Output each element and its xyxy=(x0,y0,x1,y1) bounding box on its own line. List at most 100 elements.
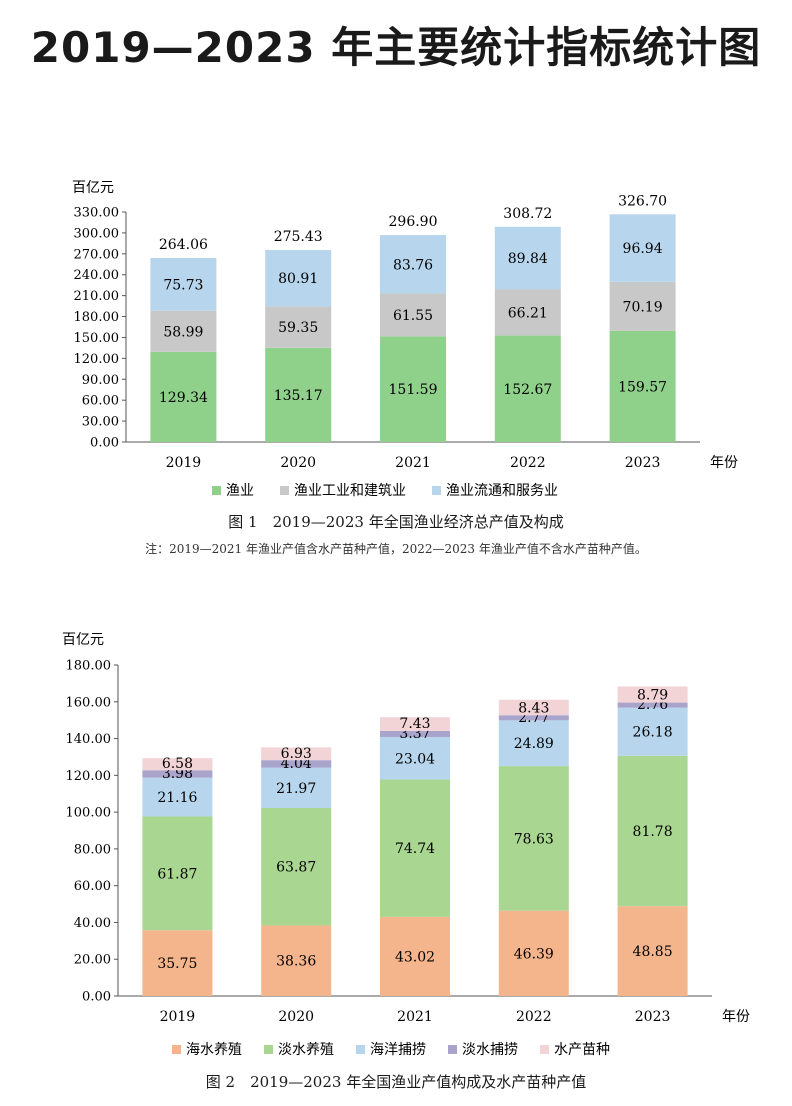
data-label: 66.21 xyxy=(508,306,548,322)
data-label: 21.16 xyxy=(157,790,197,806)
data-label: 135.17 xyxy=(274,388,323,404)
bar-segment xyxy=(617,707,688,756)
bar-segment xyxy=(380,737,450,780)
data-label: 80.91 xyxy=(278,271,318,287)
chart-1-caption: 图 1 2019—2023 年全国渔业经济总产值及构成 xyxy=(228,513,564,531)
data-label: 46.39 xyxy=(514,946,554,962)
x-tick-label: 2020 xyxy=(278,1009,314,1025)
y-tick-label: 60.00 xyxy=(74,879,111,894)
legend-label: 海水养殖 xyxy=(186,1041,242,1058)
legend-swatch xyxy=(356,1045,365,1054)
total-label: 296.90 xyxy=(389,214,438,230)
bar-segment xyxy=(380,916,450,996)
bar-segment xyxy=(380,779,450,917)
bar-segment xyxy=(617,702,688,708)
bar-segment xyxy=(150,310,217,352)
bar-segment xyxy=(617,686,688,703)
y-tick-label: 80.00 xyxy=(74,842,111,857)
y-tick-label: 40.00 xyxy=(74,916,111,931)
y-tick-label: 0.00 xyxy=(90,436,119,451)
bar-segment xyxy=(261,808,332,926)
legend-swatch xyxy=(540,1045,549,1054)
y-tick-label: 120.00 xyxy=(66,769,112,784)
bar-segment xyxy=(265,347,332,442)
data-label: 35.75 xyxy=(157,956,197,972)
y-tick-label: 270.00 xyxy=(74,247,120,262)
bar-segment xyxy=(609,214,676,282)
data-label: 152.67 xyxy=(503,382,552,398)
y-tick-label: 150.00 xyxy=(74,331,120,346)
y-tick-label: 210.00 xyxy=(74,289,120,304)
legend-label: 渔业流通和服务业 xyxy=(446,483,558,499)
y-tick-label: 330.00 xyxy=(74,206,120,221)
legend-label: 淡水捕捞 xyxy=(462,1042,518,1058)
bar-segment xyxy=(498,766,569,911)
x-tick-label: 2022 xyxy=(510,455,546,471)
data-label: 43.02 xyxy=(395,949,435,965)
data-label: 48.85 xyxy=(633,944,673,960)
bar-segment xyxy=(261,760,332,768)
bar-segment xyxy=(380,730,450,738)
legend-label: 渔业 xyxy=(226,483,254,499)
total-label: 308.72 xyxy=(503,206,552,222)
data-label: 24.89 xyxy=(514,736,554,752)
data-label: 8.43 xyxy=(518,700,549,716)
data-label: 129.34 xyxy=(159,390,208,406)
legend-swatch xyxy=(172,1045,181,1054)
legend-swatch xyxy=(280,486,289,495)
bar-segment xyxy=(142,777,213,817)
data-label: 23.04 xyxy=(395,751,435,767)
y-tick-label: 140.00 xyxy=(66,732,112,747)
data-label: 8.79 xyxy=(637,687,668,703)
total-label: 264.06 xyxy=(159,237,208,253)
y-tick-label: 90.00 xyxy=(82,373,119,388)
bar-segment xyxy=(142,930,213,996)
y-tick-label: 160.00 xyxy=(66,695,112,710)
chart-1: 百亿元 0.00 30.00 60.00 90.00 120.00 150.00 180.00… xyxy=(72,180,738,499)
legend-swatch xyxy=(448,1045,457,1054)
bar-segment xyxy=(609,330,676,442)
data-label: 21.97 xyxy=(276,781,316,797)
bar-segment xyxy=(380,293,446,337)
x-tick-label: 2021 xyxy=(395,455,431,471)
data-label: 96.94 xyxy=(623,241,663,257)
bar-segment xyxy=(261,925,332,996)
y-unit-label: 百亿元 xyxy=(72,180,114,196)
bar-segment xyxy=(609,281,676,331)
bar-segment xyxy=(265,250,332,307)
data-label: 63.87 xyxy=(276,860,316,876)
y-tick-label: 20.00 xyxy=(74,953,111,968)
data-label: 83.76 xyxy=(393,257,433,273)
bar-segment xyxy=(261,747,332,761)
legend-label: 海洋捕捞 xyxy=(370,1042,426,1058)
chart-2-caption: 图 2 2019—2023 年全国渔业产值构成及水产苗种产值 xyxy=(205,1073,587,1091)
bar-segment xyxy=(380,336,446,442)
total-label: 326.70 xyxy=(618,193,667,209)
x-tick-label: 2023 xyxy=(625,455,661,471)
data-label: 26.18 xyxy=(633,725,673,741)
bar-segment xyxy=(617,906,688,996)
legend-label: 水产苗种 xyxy=(554,1042,610,1058)
bar-segment xyxy=(498,715,569,721)
chart-2: 百亿元 0.00 20.00 40.00 60.00 80.00 100.00 120.00 1… xyxy=(62,632,750,1058)
y-tick-label: 300.00 xyxy=(74,226,120,241)
data-label: 58.99 xyxy=(163,324,203,340)
legend-label: 淡水养殖 xyxy=(278,1041,334,1058)
total-label: 275.43 xyxy=(274,229,323,245)
data-label: 75.73 xyxy=(163,277,203,293)
data-label: 6.58 xyxy=(162,756,193,772)
legend-swatch xyxy=(432,486,441,495)
bar-segment xyxy=(261,767,332,809)
bar-segment xyxy=(150,257,217,311)
bar-segment xyxy=(494,289,561,336)
bar-segment xyxy=(617,755,688,907)
data-label: 61.55 xyxy=(393,308,433,324)
x-tick-label: 2020 xyxy=(280,455,316,471)
y-tick-label: 0.00 xyxy=(82,990,111,1005)
data-label: 59.35 xyxy=(278,320,318,336)
x-axis-title: 年份 xyxy=(710,455,738,471)
y-tick-label: 100.00 xyxy=(66,806,112,821)
bar-segment xyxy=(150,351,217,442)
x-tick-label: 2019 xyxy=(160,1009,196,1025)
x-tick-label: 2019 xyxy=(166,455,202,471)
